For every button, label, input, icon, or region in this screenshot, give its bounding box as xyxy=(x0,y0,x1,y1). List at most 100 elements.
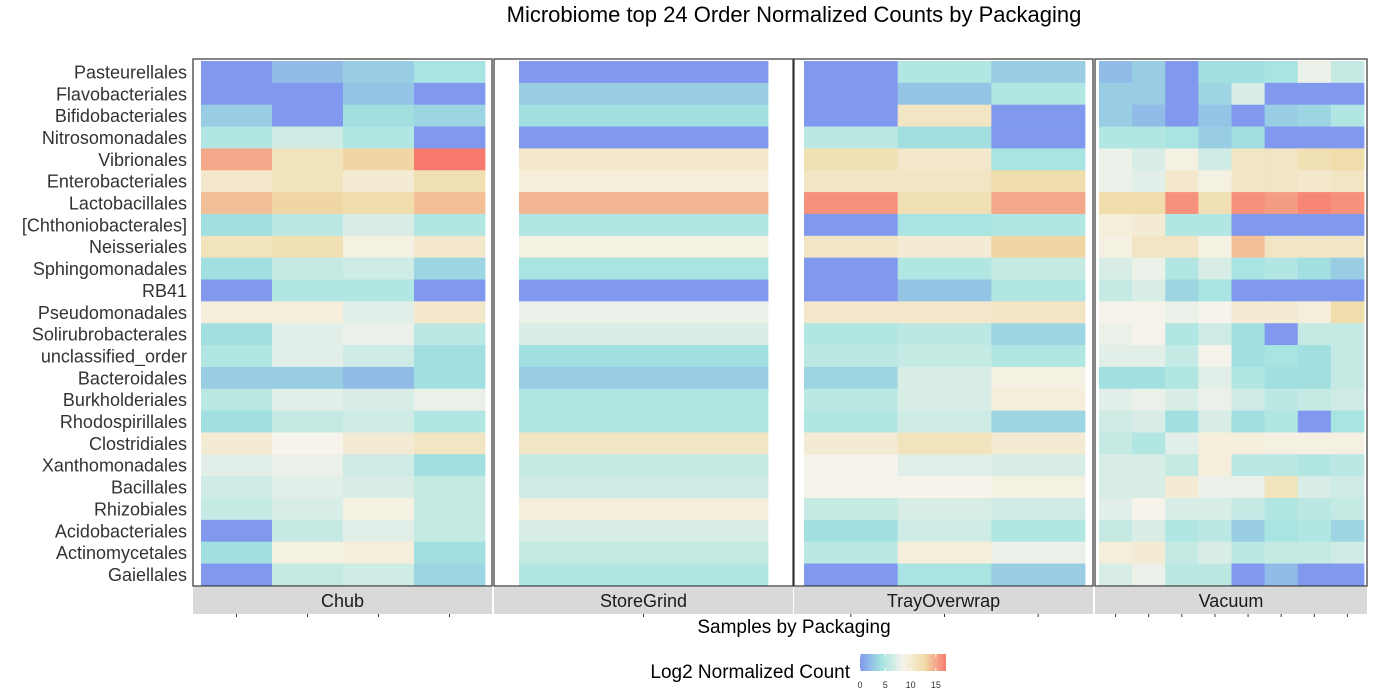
heatmap-cell xyxy=(1198,541,1232,564)
heatmap-cell xyxy=(414,148,486,171)
heatmap-cell xyxy=(1297,82,1332,106)
heatmap-cell xyxy=(897,366,992,390)
heatmap-cell xyxy=(1132,366,1166,390)
heatmap-cell xyxy=(1264,323,1299,346)
color-legend: Log2 Normalized Count 0 5 10 15 xyxy=(650,654,946,690)
heatmap-cell xyxy=(519,366,769,390)
heatmap-cell xyxy=(1297,61,1332,84)
heatmap-cell xyxy=(991,563,1086,586)
heatmap-cell xyxy=(1264,345,1299,368)
facet-strip-label: Vacuum xyxy=(1199,591,1264,611)
heatmap-cell xyxy=(272,104,344,127)
facet-strip-label: TrayOverwrap xyxy=(887,591,1000,611)
heatmap-cell xyxy=(1099,213,1133,237)
heatmap-cell xyxy=(1264,104,1299,127)
heatmap-cell xyxy=(804,82,899,106)
heatmap-cell xyxy=(1099,563,1133,586)
heatmap-cell xyxy=(343,148,415,171)
heatmap-cell xyxy=(272,170,344,193)
heatmap-cell xyxy=(272,345,344,368)
heatmap-cell xyxy=(1264,476,1299,499)
facet-strip xyxy=(794,587,1093,614)
heatmap-cell xyxy=(201,345,273,368)
heatmap-cell xyxy=(991,170,1086,193)
heatmap-cell xyxy=(1330,148,1365,171)
heatmap-cell xyxy=(414,388,486,411)
row-label: Bacteroidales xyxy=(78,368,187,388)
heatmap-cell xyxy=(201,235,273,259)
heatmap-cell xyxy=(804,213,899,237)
heatmap-cell xyxy=(201,519,273,543)
heatmap-cell xyxy=(804,541,899,564)
heatmap-cell xyxy=(1330,257,1365,280)
heatmap-cell xyxy=(804,563,899,586)
heatmap-cell xyxy=(414,104,486,127)
heatmap-cell xyxy=(1165,104,1199,127)
heatmap-cell xyxy=(804,323,899,346)
facet-panel-vacuum: Vacuum xyxy=(1094,58,1368,617)
heatmap-cell xyxy=(1231,476,1266,499)
heatmap-cell xyxy=(1330,541,1365,564)
facet-panel-storegrind: StoreGrind xyxy=(493,58,794,617)
heatmap-cell xyxy=(519,410,769,433)
heatmap-cell xyxy=(519,323,769,346)
facet-panel-trayoverwrap: TrayOverwrap xyxy=(793,58,1094,617)
heatmap-cell xyxy=(1264,519,1299,543)
heatmap-cell xyxy=(1099,61,1133,84)
heatmap-cell xyxy=(1198,257,1232,280)
heatmap-cell xyxy=(201,82,273,106)
heatmap-cell xyxy=(343,563,415,586)
heatmap-cell xyxy=(343,366,415,390)
heatmap-cell xyxy=(1165,345,1199,368)
heatmap-cell xyxy=(201,366,273,390)
heatmap-cell xyxy=(1297,476,1332,499)
heatmap-cell xyxy=(1297,170,1332,193)
heatmap-cell xyxy=(1198,519,1232,543)
heatmap-cell xyxy=(201,410,273,433)
heatmap-cell xyxy=(201,323,273,346)
heatmap-cell xyxy=(1165,279,1199,302)
row-label: Pseudomonadales xyxy=(38,303,187,323)
heatmap-cell xyxy=(1297,235,1332,259)
heatmap-cell xyxy=(1132,432,1166,455)
heatmap-cell xyxy=(414,323,486,346)
heatmap-cell xyxy=(1297,192,1332,215)
heatmap-cell xyxy=(804,170,899,193)
heatmap-cell xyxy=(1330,126,1365,149)
heatmap-cell xyxy=(897,192,992,215)
heatmap-cell xyxy=(1132,541,1166,564)
heatmap-cell xyxy=(1165,257,1199,280)
heatmap-cell xyxy=(201,257,273,280)
panel-border xyxy=(1094,58,1368,587)
heatmap-cell xyxy=(1099,498,1133,521)
facet-panels: Chub StoreGrind TrayOverwrap Vacuum xyxy=(192,58,1368,617)
legend-ticks: 0 5 10 15 xyxy=(857,654,941,690)
heatmap-cell xyxy=(519,104,769,127)
heatmap-cell xyxy=(1231,82,1266,106)
heatmap-cell xyxy=(272,192,344,215)
heatmap-cell xyxy=(1330,410,1365,433)
heatmap-cell xyxy=(1264,170,1299,193)
heatmap-cell xyxy=(1198,410,1232,433)
heatmap-cell xyxy=(1099,345,1133,368)
heatmap-cell xyxy=(991,432,1086,455)
heatmap-cell xyxy=(1099,192,1133,215)
heatmap-cell xyxy=(272,519,344,543)
heatmap-cell xyxy=(343,61,415,84)
panel-border xyxy=(493,58,794,587)
heatmap-cell xyxy=(414,563,486,586)
heatmap-cell xyxy=(272,498,344,521)
heatmap-cell xyxy=(1297,410,1332,433)
heatmap-cell xyxy=(897,213,992,237)
heatmap-cell xyxy=(272,476,344,499)
heatmap-cell xyxy=(272,235,344,259)
heatmap-cell xyxy=(1264,432,1299,455)
heatmap-cell xyxy=(1099,366,1133,390)
heatmap-cell xyxy=(897,388,992,411)
heatmap-cell xyxy=(991,323,1086,346)
heatmap-cell xyxy=(272,323,344,346)
row-label: RB41 xyxy=(142,281,187,301)
heatmap-cell xyxy=(343,323,415,346)
heatmap-cell xyxy=(1198,388,1232,411)
heatmap-cell xyxy=(343,388,415,411)
